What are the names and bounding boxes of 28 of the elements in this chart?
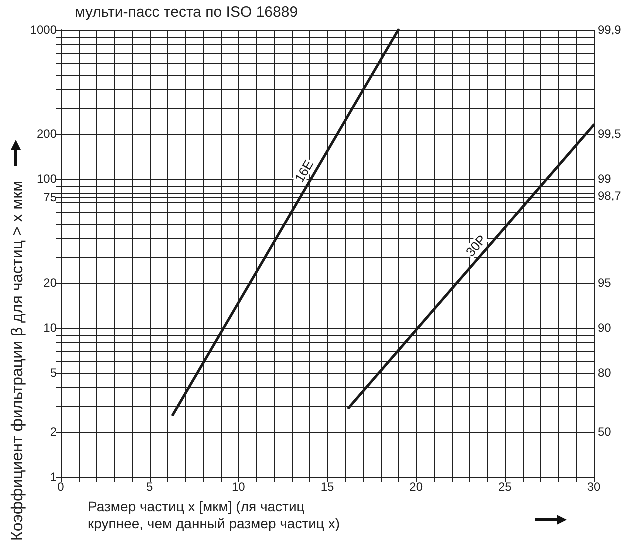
y-tick-label: 10 [44, 321, 58, 335]
text: 50 [598, 425, 612, 440]
text: 95 [598, 276, 612, 290]
chart-title: мульти-пасс теста по ISO 16889 [75, 4, 298, 21]
text: 90 [598, 321, 612, 335]
y-tick-label: 1000 [30, 23, 58, 37]
x-tick-label: 15 [320, 480, 334, 494]
text: 80 [598, 366, 612, 380]
y-tick-label: 75 [44, 190, 58, 205]
text: 99,9 [598, 23, 622, 37]
text: 98,7 [598, 188, 622, 203]
x-tick-label: 10 [232, 480, 246, 494]
y-axis-title: Коэффициент фильтрации β для частиц > x мкм [10, 180, 26, 541]
x-tick-label: 0 [58, 480, 65, 494]
x-axis-title: Размер частиц x [мкм] (ля частиц крупнее, чем данный размер частиц x) [88, 498, 340, 532]
y-tick-label: 100 [36, 172, 58, 186]
y-tick-label: 200 [36, 127, 58, 142]
y-tick-label: 1 [50, 470, 58, 484]
x-tick-label: 5 [146, 480, 154, 494]
y-tick-label: 5 [50, 366, 58, 380]
x-tick-label: 20 [410, 480, 424, 494]
y-tick-label: 2 [50, 425, 58, 440]
text: 30P [462, 232, 490, 260]
text: 99,5 [598, 127, 622, 142]
x-tick-label: 25 [498, 480, 512, 494]
text: 99 [598, 172, 612, 186]
x-tick-label: 30 [587, 480, 601, 494]
y-tick-label: 20 [44, 276, 58, 290]
